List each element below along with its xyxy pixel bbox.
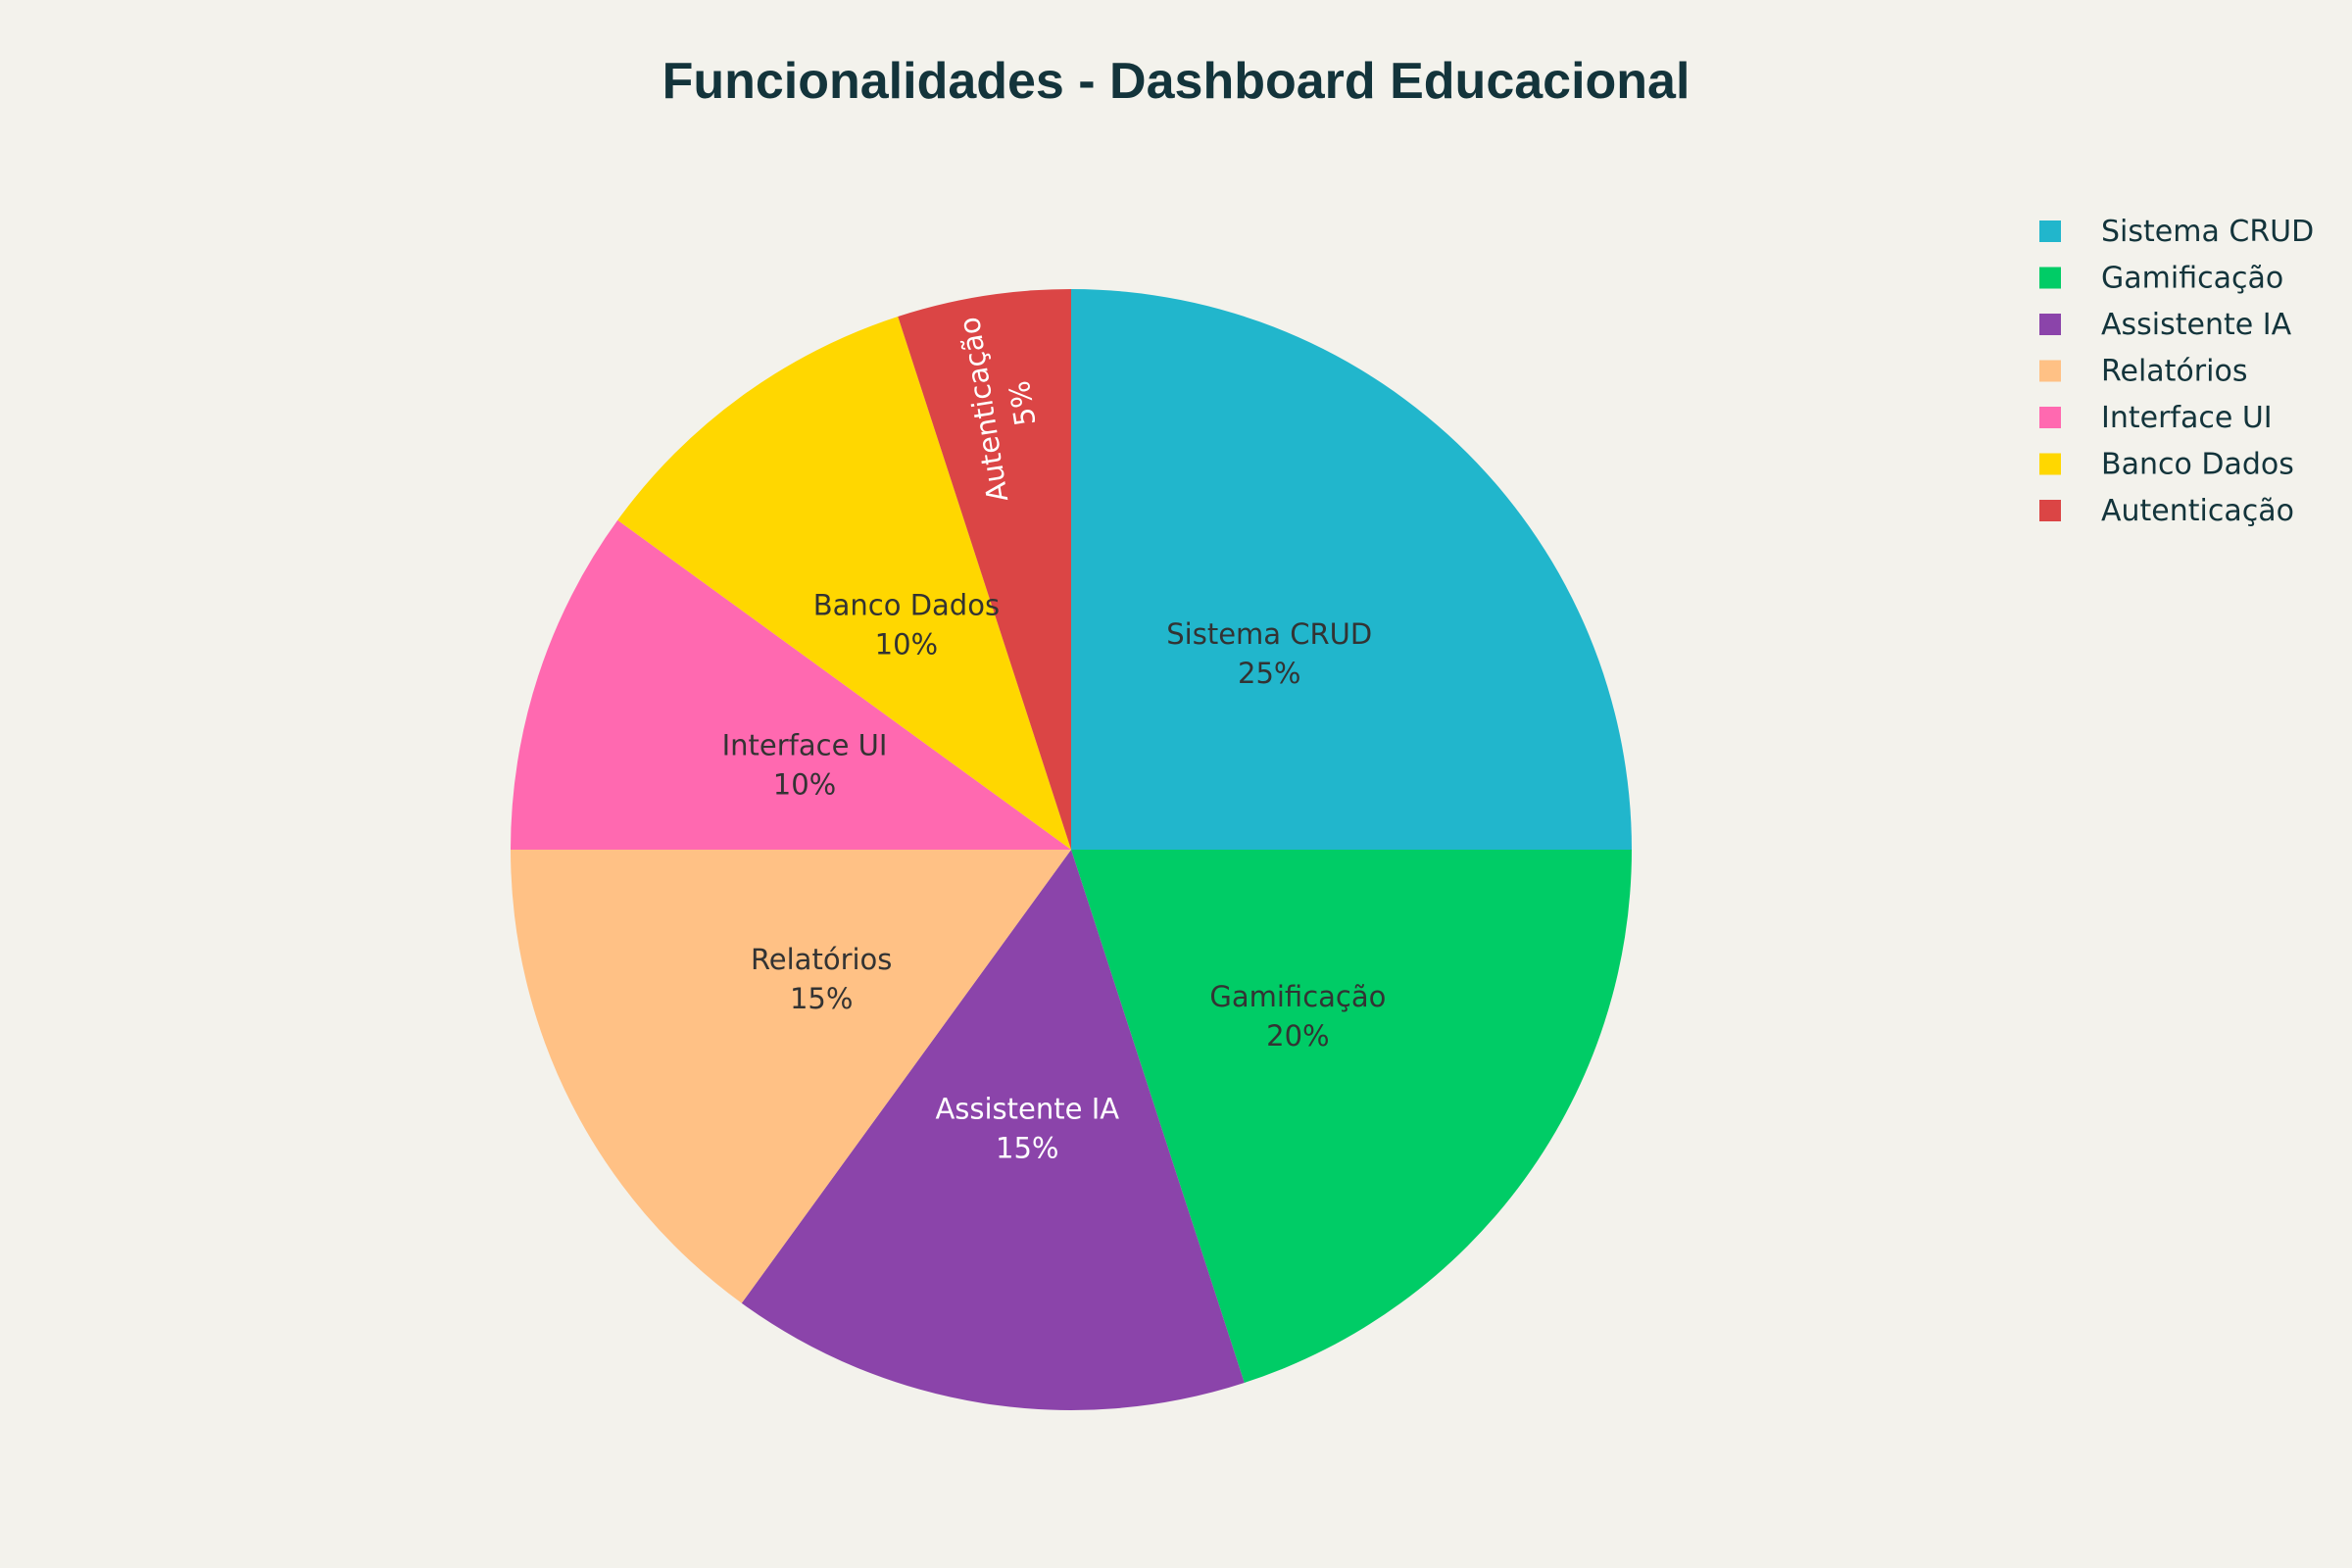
legend-label-banco-dados: Banco Dados <box>2101 448 2294 482</box>
slice-label-group-assistente-ia: Assistente IA 15% <box>935 1092 1119 1164</box>
slice-labels: Sistema CRUD 25% Gamificação 20% Assistente … <box>722 315 1387 1164</box>
legend-item-sistema-crud[interactable]: Sistema CRUD <box>2039 215 2314 249</box>
slice-label-sistema-crud: Sistema CRUD <box>1166 617 1372 651</box>
slice-label-group-gamificacao: Gamificação 20% <box>1209 980 1386 1053</box>
slice-label-relatorios: Relatórios <box>751 943 892 976</box>
slice-percent-gamificacao: 20% <box>1266 1019 1329 1053</box>
legend-item-relatorios[interactable]: Relatórios <box>2039 355 2247 389</box>
legend-label-gamificacao: Gamificação <box>2101 262 2283 296</box>
legend-item-autenticacao[interactable]: Autenticação <box>2039 494 2294 528</box>
legend: Sistema CRUD Gamificação Assistente IA Rela… <box>2039 215 2314 528</box>
slice-label-group-sistema-crud: Sistema CRUD 25% <box>1166 617 1372 690</box>
pie-slice-banco-dados[interactable] <box>617 316 1071 850</box>
legend-label-relatorios: Relatórios <box>2101 355 2247 389</box>
slice-label-interface-ui: Interface UI <box>722 729 888 762</box>
slice-label-assistente-ia: Assistente IA <box>935 1092 1119 1125</box>
slice-percent-sistema-crud: 25% <box>1238 657 1300 690</box>
slice-percent-assistente-ia: 15% <box>996 1131 1058 1164</box>
legend-swatch-assistente-ia <box>2039 314 2061 335</box>
slice-label-group-relatorios: Relatórios 15% <box>751 943 892 1015</box>
legend-swatch-relatorios <box>2039 360 2061 382</box>
pie-slices <box>511 289 1632 1410</box>
pie-slice-relatorios[interactable] <box>511 850 1071 1303</box>
legend-label-autenticacao: Autenticação <box>2101 494 2294 528</box>
pie-slice-interface-ui[interactable] <box>511 519 1071 850</box>
chart-title: Funcionalidades - Dashboard Educacional <box>662 53 1690 110</box>
pie-slice-assistente-ia[interactable] <box>741 850 1245 1410</box>
slice-percent-interface-ui: 10% <box>773 768 836 802</box>
slice-label-group-interface-ui: Interface UI 10% <box>722 729 888 802</box>
legend-item-assistente-ia[interactable]: Assistente IA <box>2039 308 2292 342</box>
slice-percent-banco-dados: 10% <box>875 628 938 662</box>
legend-swatch-interface-ui <box>2039 407 2061 428</box>
legend-swatch-gamificacao <box>2039 267 2061 289</box>
pie-slice-autenticacao[interactable] <box>898 289 1071 850</box>
legend-label-sistema-crud: Sistema CRUD <box>2101 215 2314 249</box>
slice-percent-autenticacao: 5% <box>1003 378 1043 428</box>
pie-slice-gamificacao[interactable] <box>1071 850 1632 1384</box>
legend-item-gamificacao[interactable]: Gamificação <box>2039 262 2283 296</box>
legend-item-banco-dados[interactable]: Banco Dados <box>2039 448 2294 482</box>
legend-swatch-sistema-crud <box>2039 220 2061 242</box>
legend-label-interface-ui: Interface UI <box>2101 401 2273 435</box>
slice-percent-relatorios: 15% <box>790 982 853 1015</box>
pie-slice-sistema-crud[interactable] <box>1071 289 1632 850</box>
legend-item-interface-ui[interactable]: Interface UI <box>2039 401 2273 435</box>
slice-label-banco-dados: Banco Dados <box>813 589 1000 622</box>
legend-label-assistente-ia: Assistente IA <box>2101 308 2292 342</box>
slice-label-gamificacao: Gamificação <box>1209 980 1386 1013</box>
legend-swatch-autenticacao <box>2039 500 2061 521</box>
legend-swatch-banco-dados <box>2039 453 2061 475</box>
slice-label-group-banco-dados: Banco Dados 10% <box>813 589 1000 662</box>
